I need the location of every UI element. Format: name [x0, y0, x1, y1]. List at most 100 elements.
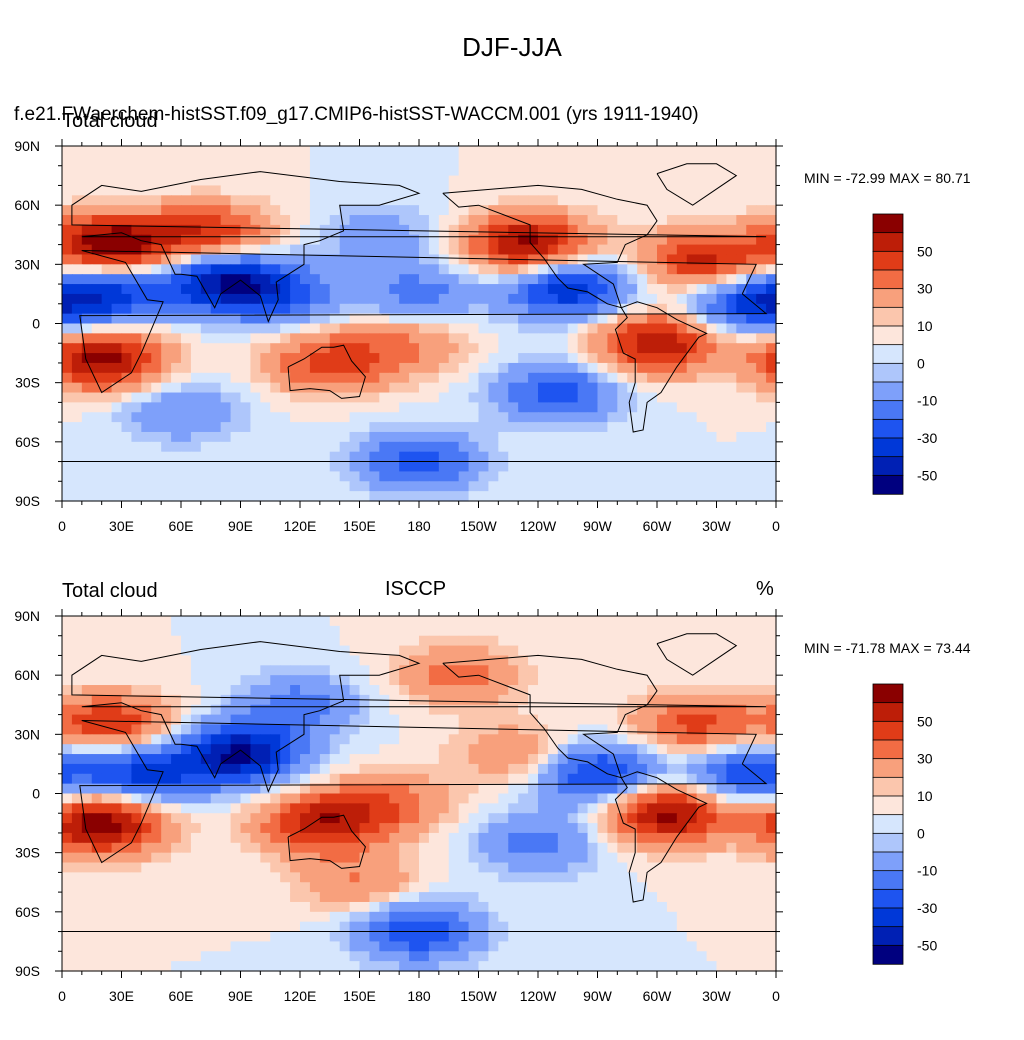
contour-cell [598, 146, 609, 156]
contour-cell [548, 176, 559, 186]
contour-cell [736, 205, 747, 215]
contour-cell [340, 853, 351, 863]
contour-cell [241, 205, 252, 215]
contour-cell [320, 843, 331, 853]
contour-cell [726, 744, 737, 754]
contour-cell [439, 284, 450, 294]
contour-cell [647, 195, 658, 205]
contour-cell [379, 274, 390, 284]
contour-cell [627, 481, 638, 491]
contour-cell [449, 432, 460, 442]
contour-cell [498, 284, 509, 294]
contour-cell [528, 902, 539, 912]
contour-cell [647, 383, 658, 393]
contour-cell [726, 665, 737, 675]
contour-cell [112, 422, 123, 432]
contour-cell [221, 393, 232, 403]
contour-cell [211, 343, 222, 353]
contour-cell [488, 803, 499, 813]
contour-cell [112, 146, 123, 156]
contour-cell [508, 626, 519, 636]
contour-cell [72, 471, 83, 481]
contour-cell [726, 432, 737, 442]
contour-cell [389, 724, 400, 734]
contour-cell [697, 176, 708, 186]
contour-cell [637, 853, 648, 863]
contour-cell [340, 422, 351, 432]
contour-cell [707, 912, 718, 922]
contour-cell [211, 195, 222, 205]
contour-cell [270, 363, 281, 373]
contour-cell [588, 422, 599, 432]
contour-cell [161, 685, 172, 695]
contour-cell [766, 471, 777, 481]
contour-cell [171, 402, 182, 412]
contour-cell [141, 215, 152, 225]
contour-cell [82, 695, 93, 705]
contour-cell [290, 636, 301, 646]
contour-cell [300, 393, 311, 403]
contour-cell [231, 764, 242, 774]
contour-cell [379, 655, 390, 665]
contour-cell [161, 744, 172, 754]
contour-cell [528, 412, 539, 422]
contour-cell [598, 685, 609, 695]
contour-cell [697, 402, 708, 412]
contour-cell [369, 373, 380, 383]
contour-cell [171, 146, 182, 156]
contour-cell [102, 675, 113, 685]
contour-cell [607, 422, 618, 432]
contour-cell [667, 794, 678, 804]
contour-cell [588, 665, 599, 675]
contour-cell [756, 274, 767, 284]
contour-cell [131, 215, 142, 225]
contour-cell [310, 205, 321, 215]
contour-cell [419, 764, 430, 774]
contour-cell [350, 481, 361, 491]
contour-cell [290, 813, 301, 823]
contour-cell [617, 481, 628, 491]
contour-cell [429, 843, 440, 853]
contour-cell [330, 442, 341, 452]
contour-cell [548, 665, 559, 675]
contour-cell [320, 481, 331, 491]
contour-cell [191, 491, 202, 501]
contour-cell [310, 774, 321, 784]
contour-cell [419, 715, 430, 725]
contour-cell [756, 616, 767, 626]
contour-cell [488, 734, 499, 744]
contour-cell [558, 412, 569, 422]
contour-cell [746, 616, 757, 626]
contour-cell [409, 333, 420, 343]
contour-cell [677, 471, 688, 481]
contour-cell [260, 823, 271, 833]
contour-cell [677, 343, 688, 353]
contour-cell [409, 452, 420, 462]
contour-cell [568, 314, 579, 324]
contour-cell [637, 744, 648, 754]
contour-cell [290, 902, 301, 912]
contour-cell [637, 764, 648, 774]
contour-cell [102, 626, 113, 636]
contour-cell [717, 784, 728, 794]
contour-cell [320, 892, 331, 902]
contour-cell [270, 892, 281, 902]
contour-cell [340, 655, 351, 665]
contour-cell [250, 225, 261, 235]
contour-cell [389, 442, 400, 452]
contour-cell [469, 685, 480, 695]
contour-cell [588, 314, 599, 324]
contour-cell [389, 333, 400, 343]
contour-cell [92, 754, 103, 764]
contour-cell [607, 432, 618, 442]
contour-cell [439, 794, 450, 804]
contour-cell [439, 685, 450, 695]
contour-cell [241, 744, 252, 754]
contour-cell [241, 185, 252, 195]
contour-cell [250, 264, 261, 274]
contour-cell [171, 422, 182, 432]
contour-cell [548, 863, 559, 873]
contour-cell [389, 146, 400, 156]
contour-cell [488, 833, 499, 843]
contour-cell [151, 902, 162, 912]
